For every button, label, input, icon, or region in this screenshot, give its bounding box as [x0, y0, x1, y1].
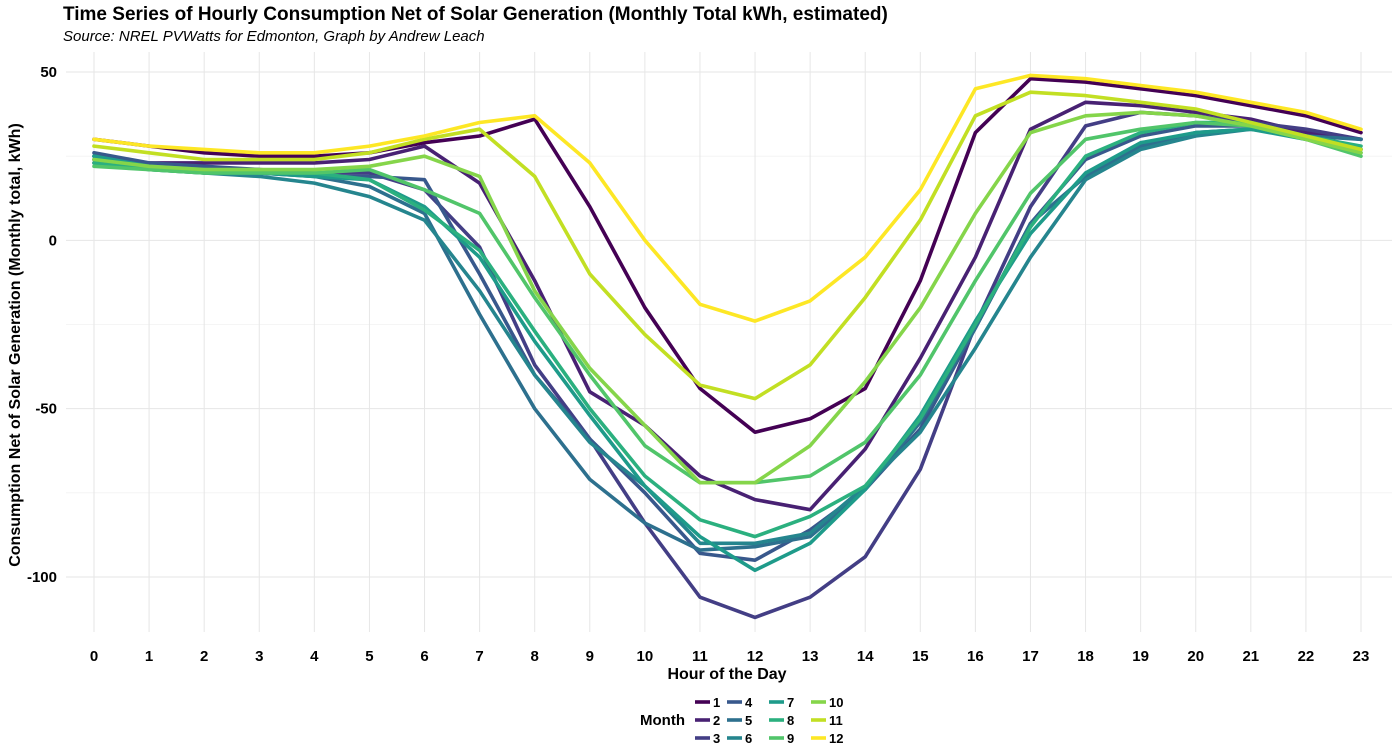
x-tick-label: 15	[912, 648, 929, 665]
series-line-month-2	[92, 100, 1363, 512]
series-line-month-8	[92, 120, 1363, 539]
series-line-month-10	[92, 110, 1363, 485]
x-tick-label: 5	[365, 648, 373, 665]
x-tick-label: 22	[1298, 648, 1315, 665]
x-tick-label: 0	[90, 648, 98, 665]
legend-label-month-4: 4	[745, 695, 753, 710]
x-tick-label: 1	[145, 648, 153, 665]
legend-label-month-12: 12	[829, 731, 843, 746]
legend-title: Month	[640, 712, 685, 729]
legend-label-month-6: 6	[745, 731, 752, 746]
series-line-month-12	[92, 73, 1363, 323]
x-tick-label: 13	[802, 648, 819, 665]
y-axis-title: Consumption Net of Solar Generation (Mon…	[7, 123, 24, 567]
x-tick-label: 8	[531, 648, 539, 665]
y-tick-label: -50	[35, 401, 57, 418]
y-tick-label: 50	[40, 64, 57, 81]
x-tick-label: 14	[857, 648, 874, 665]
y-axis-ticks: 50 0 -50 -100	[27, 64, 57, 586]
y-tick-label: -100	[27, 569, 57, 586]
series-line-month-4	[92, 124, 1363, 563]
x-axis-ticks: 0 1 2 3 4 5 6 7 8 9 10 11 12 13 14 15 16 17 18 19 20 21 22 23	[90, 648, 1370, 665]
series-line-month-7	[92, 127, 1363, 573]
x-tick-label: 10	[637, 648, 654, 665]
x-axis-title: Hour of the Day	[667, 666, 786, 683]
x-tick-label: 4	[310, 648, 319, 665]
legend-label-month-8: 8	[787, 713, 794, 728]
x-tick-label: 2	[200, 648, 208, 665]
chart-subtitle: Source: NREL PVWatts for Edmonton, Graph…	[63, 28, 485, 45]
series-line-month-6	[92, 127, 1363, 546]
x-tick-label: 18	[1077, 648, 1094, 665]
legend-label-month-2: 2	[713, 713, 720, 728]
x-tick-label: 9	[586, 648, 594, 665]
x-tick-label: 3	[255, 648, 263, 665]
series-line-month-1	[92, 76, 1363, 435]
x-tick-label: 12	[747, 648, 764, 665]
x-tick-label: 17	[1022, 648, 1039, 665]
legend-label-month-1: 1	[713, 695, 720, 710]
x-tick-label: 7	[475, 648, 483, 665]
x-tick-label: 16	[967, 648, 984, 665]
x-tick-label: 11	[692, 648, 708, 665]
series-line-month-9	[92, 120, 1363, 485]
x-tick-label: 23	[1353, 648, 1370, 665]
legend-label-month-9: 9	[787, 731, 794, 746]
legend-label-month-10: 10	[829, 695, 843, 710]
x-tick-label: 6	[420, 648, 428, 665]
chart-title: Time Series of Hourly Consumption Net of…	[63, 4, 888, 25]
x-tick-label: 19	[1132, 648, 1149, 665]
y-tick-label: 0	[49, 232, 57, 249]
legend-label-month-3: 3	[713, 731, 720, 746]
x-tick-label: 21	[1242, 648, 1259, 665]
legend-label-month-11: 11	[829, 713, 843, 728]
x-tick-label: 20	[1187, 648, 1204, 665]
legend-label-month-7: 7	[787, 695, 794, 710]
legend-label-month-5: 5	[745, 713, 752, 728]
series-lines	[92, 73, 1363, 620]
series-line-month-11	[92, 90, 1363, 401]
